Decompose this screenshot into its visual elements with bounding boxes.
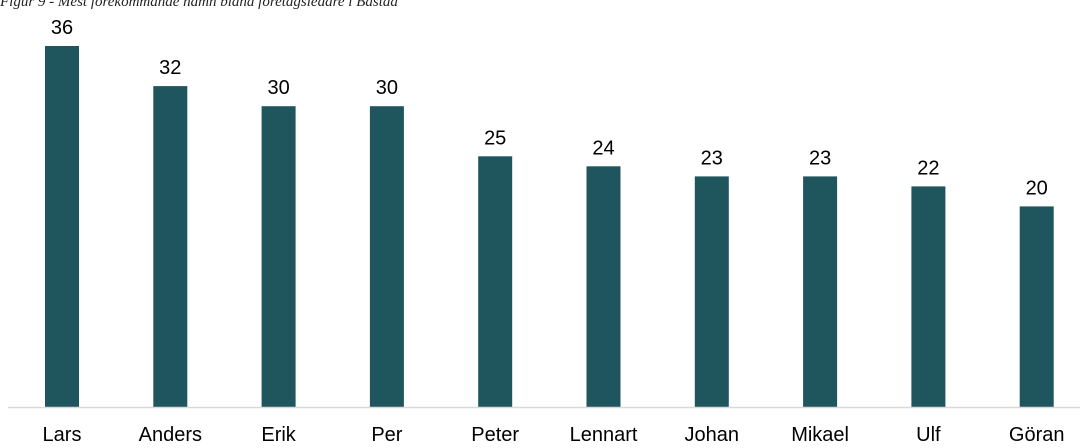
category-label-erik: Erik [261,424,296,446]
value-label-ulf: 22 [917,157,939,179]
bar-lennart [586,166,621,407]
category-labels-group: Lars Anders Erik Per Peter Lennart Johan Mikael… [43,424,1065,446]
category-label-göran: Göran [1009,424,1065,446]
category-label-lennart: Lennart [570,424,638,446]
value-label-erik: 30 [267,77,289,99]
category-label-per: Per [371,424,402,446]
bar-lars [45,46,79,407]
bar-mikael [803,176,838,407]
category-label-lars: Lars [43,424,82,446]
value-label-göran: 20 [1026,177,1048,199]
value-label-mikael: 23 [809,147,831,169]
bar-peter [478,156,513,407]
category-label-peter: Peter [471,424,519,446]
value-label-anders: 32 [159,57,181,79]
category-label-mikael: Mikael [791,424,849,446]
value-label-per: 30 [376,77,398,99]
bar-erik [261,106,296,407]
bars-group [45,46,1054,407]
bar-anders [153,86,188,407]
bar-per [369,106,404,407]
figure-caption: Figur 9 - Mest förekommande namn bland f… [0,0,398,10]
value-labels-group: 36 32 30 30 25 24 23 23 22 20 [51,17,1048,199]
bar-göran [1019,206,1054,407]
category-label-anders: Anders [139,424,202,446]
bar-ulf [911,186,946,407]
value-label-johan: 23 [701,147,723,169]
value-label-lennart: 24 [592,137,614,159]
category-label-ulf: Ulf [916,424,941,446]
category-label-johan: Johan [685,424,740,446]
value-label-lars: 36 [51,17,73,39]
bar-johan [694,176,729,407]
value-label-peter: 25 [484,127,506,149]
